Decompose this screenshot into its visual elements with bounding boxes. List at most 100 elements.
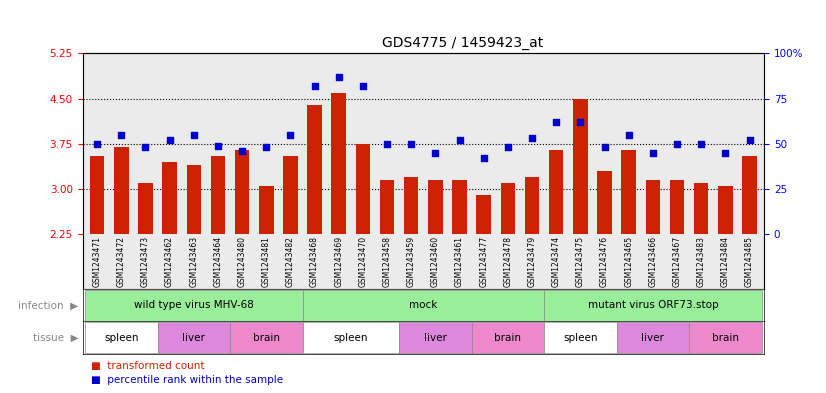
- Text: GSM1243460: GSM1243460: [431, 236, 440, 287]
- Text: spleen: spleen: [104, 332, 139, 343]
- Point: [598, 144, 611, 151]
- Bar: [211, 156, 225, 234]
- Bar: [331, 93, 346, 234]
- Bar: [399, 322, 472, 353]
- Text: GSM1243477: GSM1243477: [479, 236, 488, 287]
- Point: [284, 132, 297, 138]
- Bar: [283, 156, 297, 234]
- Text: GSM1243476: GSM1243476: [600, 236, 609, 287]
- Text: GSM1243485: GSM1243485: [745, 236, 754, 287]
- Point: [211, 143, 225, 149]
- Bar: [743, 156, 757, 234]
- Text: GSM1243461: GSM1243461: [455, 236, 464, 287]
- Bar: [85, 290, 302, 321]
- Text: GSM1243474: GSM1243474: [552, 236, 561, 287]
- Text: ■  transformed count: ■ transformed count: [91, 361, 204, 371]
- Bar: [544, 290, 762, 321]
- Point: [381, 141, 394, 147]
- Text: GSM1243472: GSM1243472: [116, 236, 126, 287]
- Bar: [163, 162, 177, 234]
- Text: GSM1243484: GSM1243484: [721, 236, 730, 287]
- Bar: [525, 177, 539, 234]
- Bar: [235, 150, 249, 234]
- Text: GSM1243467: GSM1243467: [672, 236, 681, 287]
- Bar: [302, 290, 544, 321]
- Text: liver: liver: [642, 332, 664, 343]
- Bar: [404, 177, 419, 234]
- Text: brain: brain: [495, 332, 521, 343]
- Text: liver: liver: [183, 332, 205, 343]
- Text: GSM1243468: GSM1243468: [310, 236, 319, 287]
- Bar: [501, 183, 515, 234]
- Text: GDS4775 / 1459423_at: GDS4775 / 1459423_at: [382, 35, 544, 50]
- Text: GSM1243466: GSM1243466: [648, 236, 657, 287]
- Point: [259, 144, 273, 151]
- Point: [719, 150, 732, 156]
- Point: [429, 150, 442, 156]
- Text: GSM1243480: GSM1243480: [238, 236, 247, 287]
- Text: spleen: spleen: [334, 332, 368, 343]
- Text: GSM1243465: GSM1243465: [624, 236, 634, 287]
- Text: wild type virus MHV-68: wild type virus MHV-68: [134, 300, 254, 310]
- Text: infection  ▶: infection ▶: [18, 300, 78, 310]
- Point: [501, 144, 515, 151]
- Point: [574, 119, 587, 125]
- Bar: [689, 322, 762, 353]
- Bar: [259, 186, 273, 234]
- Text: brain: brain: [253, 332, 280, 343]
- Bar: [646, 180, 660, 234]
- Point: [405, 141, 418, 147]
- Bar: [670, 180, 684, 234]
- Point: [356, 83, 369, 89]
- Point: [91, 141, 104, 147]
- Text: spleen: spleen: [563, 332, 598, 343]
- Point: [115, 132, 128, 138]
- Bar: [573, 99, 587, 234]
- Text: ■  percentile rank within the sample: ■ percentile rank within the sample: [91, 375, 283, 385]
- Text: mock: mock: [409, 300, 438, 310]
- Point: [646, 150, 659, 156]
- Bar: [380, 180, 394, 234]
- Text: GSM1243482: GSM1243482: [286, 236, 295, 287]
- Point: [235, 148, 249, 154]
- Point: [139, 144, 152, 151]
- Text: mutant virus ORF73.stop: mutant virus ORF73.stop: [587, 300, 718, 310]
- Point: [525, 135, 539, 141]
- Text: GSM1243470: GSM1243470: [358, 236, 368, 287]
- Text: GSM1243471: GSM1243471: [93, 236, 102, 287]
- Point: [453, 137, 466, 143]
- Text: GSM1243469: GSM1243469: [335, 236, 344, 287]
- Bar: [428, 180, 443, 234]
- Bar: [718, 186, 733, 234]
- Bar: [694, 183, 709, 234]
- Text: GSM1243458: GSM1243458: [382, 236, 392, 287]
- Bar: [621, 150, 636, 234]
- Point: [695, 141, 708, 147]
- Bar: [302, 322, 399, 353]
- Point: [188, 132, 201, 138]
- Text: GSM1243462: GSM1243462: [165, 236, 174, 287]
- Bar: [114, 147, 129, 234]
- Bar: [307, 105, 322, 234]
- Bar: [230, 322, 302, 353]
- Text: GSM1243475: GSM1243475: [576, 236, 585, 287]
- Bar: [187, 165, 201, 234]
- Text: liver: liver: [424, 332, 447, 343]
- Text: tissue  ▶: tissue ▶: [33, 332, 78, 343]
- Bar: [90, 156, 104, 234]
- Bar: [453, 180, 467, 234]
- Text: GSM1243464: GSM1243464: [213, 236, 222, 287]
- Text: GSM1243459: GSM1243459: [406, 236, 415, 287]
- Bar: [617, 322, 689, 353]
- Bar: [85, 322, 158, 353]
- Text: GSM1243483: GSM1243483: [696, 236, 705, 287]
- Point: [622, 132, 635, 138]
- Bar: [597, 171, 612, 234]
- Text: GSM1243479: GSM1243479: [528, 236, 537, 287]
- Text: GSM1243463: GSM1243463: [189, 236, 198, 287]
- Point: [743, 137, 756, 143]
- Point: [549, 119, 563, 125]
- Bar: [544, 322, 617, 353]
- Bar: [356, 144, 370, 234]
- Point: [477, 155, 491, 162]
